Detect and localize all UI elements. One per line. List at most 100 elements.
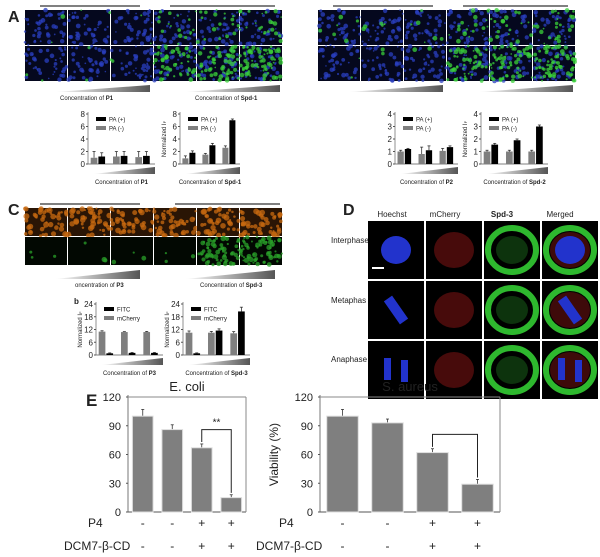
- cell: [376, 25, 380, 29]
- cell: [134, 45, 137, 48]
- cell: [261, 55, 264, 58]
- cell: [497, 56, 503, 61]
- cell: [269, 37, 273, 41]
- cell: [469, 36, 475, 42]
- cytoplasm: [434, 352, 474, 388]
- cell: [445, 41, 449, 45]
- y-axis-label: Normalized IF: [165, 311, 171, 348]
- cell: [193, 48, 197, 52]
- cell: [37, 210, 43, 215]
- cell: [557, 12, 560, 15]
- cell: [209, 50, 213, 54]
- y-tick-label: 90: [109, 421, 121, 433]
- cell: [456, 27, 461, 32]
- cell: [247, 9, 251, 13]
- cell: [503, 70, 507, 74]
- image-d-r2c2: [484, 341, 540, 399]
- cell: [193, 32, 197, 36]
- cell: [473, 18, 478, 24]
- cell: [321, 54, 325, 58]
- cell: [439, 78, 444, 84]
- cell: [453, 21, 456, 25]
- cell: [246, 46, 249, 49]
- cell: [213, 209, 219, 214]
- cell: [29, 51, 34, 57]
- legend-label: PA (+): [201, 118, 217, 124]
- image-a-r1c5: [238, 44, 284, 82]
- cell: [152, 207, 156, 210]
- cell: [404, 33, 408, 37]
- bar: [202, 154, 209, 164]
- cell: [231, 12, 234, 16]
- cell: [214, 66, 217, 69]
- cell: [565, 78, 568, 81]
- cell: [256, 246, 259, 249]
- cell: [392, 28, 395, 32]
- cell: [223, 71, 226, 75]
- cell: [514, 10, 518, 14]
- cell: [264, 10, 268, 14]
- cell: [43, 7, 48, 13]
- cell: [232, 49, 236, 53]
- cell: [220, 222, 226, 229]
- cell: [474, 60, 478, 64]
- cell: [185, 51, 188, 55]
- treatment-sign: -: [386, 516, 390, 530]
- bar: [190, 447, 213, 513]
- cell: [153, 58, 158, 63]
- cell: [527, 44, 533, 50]
- cell: [533, 76, 537, 79]
- cell: [123, 38, 128, 43]
- cell: [222, 261, 228, 267]
- cell: [243, 236, 246, 240]
- cell: [24, 75, 29, 80]
- cell: [53, 65, 56, 68]
- cell: [109, 218, 114, 222]
- cell: [504, 55, 507, 58]
- cell: [367, 31, 370, 34]
- cell: [242, 259, 245, 262]
- cell: [170, 215, 175, 220]
- cell: [69, 221, 75, 227]
- cell: [58, 226, 65, 232]
- cell: [254, 33, 257, 36]
- cell: [39, 226, 45, 232]
- cell: [541, 58, 546, 63]
- cell: [76, 210, 81, 215]
- image-c-r0c0: [23, 206, 70, 238]
- x-axis-label: Concentration of Spd-2: [483, 180, 546, 186]
- cell: [131, 229, 136, 234]
- cell: [449, 24, 453, 29]
- cell: [227, 220, 231, 224]
- cell: [97, 20, 102, 25]
- cell: [502, 9, 507, 14]
- image-b-r0c5: [532, 8, 577, 45]
- bar: [371, 422, 404, 513]
- cell: [89, 61, 91, 63]
- bar: [98, 331, 106, 355]
- cell: [211, 256, 214, 259]
- cell: [236, 18, 240, 23]
- cell: [262, 77, 266, 81]
- cell: [59, 57, 62, 60]
- cell: [254, 76, 258, 80]
- cell: [160, 212, 166, 218]
- legend-swatch: [96, 126, 106, 130]
- cell: [268, 19, 273, 25]
- cell: [128, 22, 131, 25]
- cell: [339, 27, 344, 31]
- image-c-r1c5: [238, 235, 283, 267]
- cell: [512, 46, 517, 51]
- cell: [384, 66, 386, 68]
- cell: [337, 8, 342, 13]
- cell: [392, 55, 397, 60]
- cell: [538, 49, 542, 53]
- cell: [186, 54, 191, 59]
- cell: [340, 30, 345, 35]
- chromosomes: [401, 360, 408, 382]
- legend-swatch: [188, 126, 198, 130]
- cell: [146, 62, 149, 65]
- cell: [420, 9, 424, 12]
- cell: [517, 73, 523, 79]
- image-d-r1c2: [484, 281, 540, 339]
